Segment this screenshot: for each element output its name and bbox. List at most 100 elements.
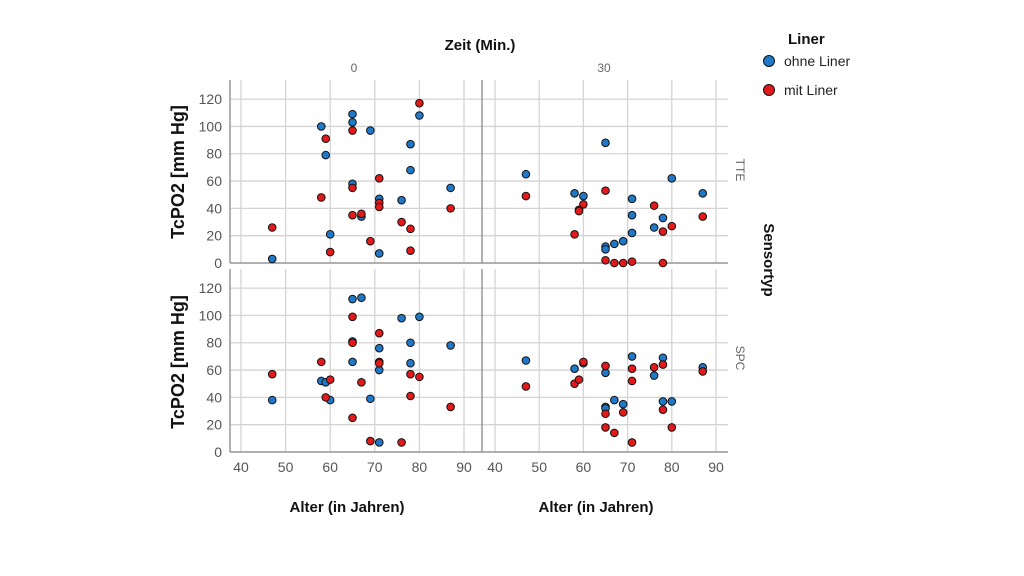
point-mit-liner: [325, 375, 335, 384]
point-ohne-liner: [570, 364, 579, 373]
x-tick-label: 60: [576, 459, 592, 475]
point-mit-liner: [397, 217, 406, 227]
point-mit-liner: [321, 134, 331, 144]
point-ohne-liner: [366, 126, 375, 135]
row-title: Sensortyp: [760, 223, 777, 296]
point-mit-liner: [374, 358, 384, 368]
point-ohne-liner: [446, 183, 455, 193]
point-ohne-liner: [267, 254, 277, 264]
point-ohne-liner: [415, 111, 424, 120]
panel-0-spc: 0 20 40 60 80 100 120 40 50 60 70 80 90: [199, 269, 482, 475]
point-mit-liner: [366, 236, 375, 246]
point-mit-liner: [406, 246, 415, 256]
point-mit-liner: [649, 363, 659, 372]
point-ohne-liner: [667, 397, 677, 406]
point-ohne-liner: [649, 223, 659, 232]
column-label-30: 30: [597, 61, 611, 75]
point-mit-liner: [348, 338, 357, 348]
point-ohne-liner: [658, 397, 668, 406]
point-ohne-liner: [316, 122, 326, 131]
x-tick-label: 80: [412, 459, 428, 475]
point-ohne-liner: [667, 174, 677, 183]
point-mit-liner: [316, 357, 326, 367]
point-mit-liner: [618, 408, 628, 417]
panel-30-tte: [481, 80, 728, 268]
point-mit-liner: [658, 258, 668, 268]
point-mit-liner: [406, 369, 415, 379]
point-ohne-liner: [397, 195, 406, 205]
point-mit-liner: [366, 436, 375, 446]
point-mit-liner: [348, 413, 357, 423]
point-ohne-liner: [374, 438, 384, 447]
legend-marker-mit-liner: [763, 84, 775, 96]
x-tick-label: 50: [278, 459, 294, 475]
point-mit-liner: [446, 204, 455, 213]
point-mit-liner: [321, 393, 331, 402]
legend-label-mit-liner: mit Liner: [784, 82, 838, 98]
point-mit-liner: [415, 372, 424, 382]
point-mit-liner: [357, 209, 366, 219]
y-tick-label: 60: [206, 362, 222, 378]
x-axis-label-right: Alter (in Jahren): [538, 499, 653, 516]
point-mit-liner: [348, 126, 357, 135]
point-mit-liner: [649, 201, 659, 210]
point-ohne-liner: [374, 343, 384, 353]
point-ohne-liner: [357, 293, 366, 302]
point-ohne-liner: [570, 189, 579, 198]
point-mit-liner: [348, 210, 357, 220]
point-mit-liner: [601, 423, 610, 432]
point-mit-liner: [658, 405, 668, 414]
point-mit-liner: [627, 376, 637, 386]
point-ohne-liner: [406, 358, 415, 368]
y-tick-label: 40: [206, 200, 222, 216]
point-mit-liner: [406, 391, 415, 401]
x-tick-label: 40: [233, 459, 249, 475]
row-label-tte: TTE: [733, 159, 747, 182]
point-ohne-liner: [658, 213, 668, 223]
point-mit-liner: [698, 212, 708, 221]
point-mit-liner: [667, 221, 677, 231]
point-mit-liner: [316, 193, 326, 202]
point-mit-liner: [658, 360, 668, 369]
point-ohne-liner: [321, 150, 331, 160]
point-mit-liner: [267, 223, 277, 232]
x-tick-label: 90: [708, 459, 724, 475]
point-ohne-liner: [397, 313, 406, 323]
point-ohne-liner: [446, 341, 455, 350]
x-tick-label: 50: [531, 459, 547, 475]
point-ohne-liner: [366, 394, 375, 404]
point-mit-liner: [374, 174, 384, 183]
point-ohne-liner: [627, 228, 637, 238]
point-mit-liner: [618, 258, 628, 268]
panel-0-tte: 0 20 40 60 80 100 120: [199, 80, 482, 271]
point-mit-liner: [610, 428, 619, 438]
y-tick-label: 80: [206, 146, 222, 162]
legend-marker-ohne-liner: [763, 55, 775, 67]
point-ohne-liner: [610, 239, 619, 249]
point-mit-liner: [601, 186, 610, 195]
point-mit-liner: [348, 183, 357, 193]
point-ohne-liner: [521, 356, 531, 365]
x-axis-label-left: Alter (in Jahren): [289, 499, 404, 516]
x-tick-label: 90: [456, 459, 472, 475]
legend-title: Liner: [788, 31, 825, 48]
y-tick-label: 100: [199, 118, 223, 134]
point-ohne-liner: [649, 371, 659, 380]
point-ohne-liner: [325, 230, 335, 239]
y-tick-label: 0: [214, 255, 222, 271]
point-ohne-liner: [618, 399, 628, 409]
point-mit-liner: [415, 98, 424, 108]
panel-30-spc: 40 50 60 70 80 90: [481, 269, 728, 475]
point-mit-liner: [521, 191, 531, 201]
point-mit-liner: [627, 364, 637, 373]
y-tick-label: 100: [199, 307, 223, 323]
point-mit-liner: [521, 382, 531, 391]
point-ohne-liner: [348, 109, 357, 119]
point-mit-liner: [325, 247, 335, 257]
point-ohne-liner: [627, 352, 637, 361]
point-ohne-liner: [610, 395, 619, 405]
panel-background: [230, 80, 482, 263]
point-ohne-liner: [601, 245, 610, 254]
point-ohne-liner: [521, 169, 531, 179]
